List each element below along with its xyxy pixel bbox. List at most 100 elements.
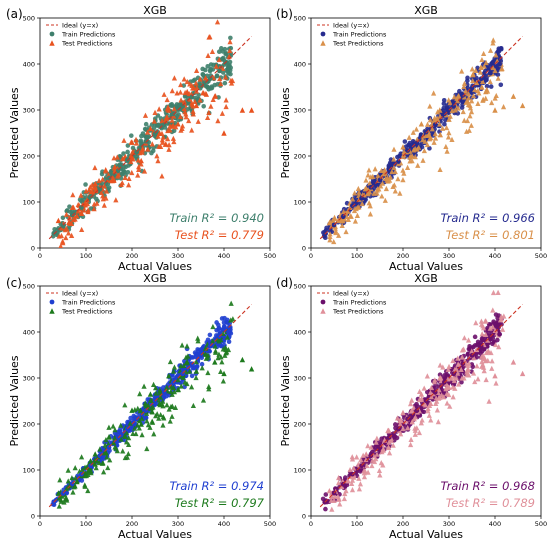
test-point xyxy=(416,144,422,150)
test-point xyxy=(351,474,357,480)
test-point xyxy=(218,354,224,360)
test-point xyxy=(425,405,431,411)
train-point xyxy=(115,168,121,174)
test-point xyxy=(427,400,434,406)
test-point xyxy=(429,126,435,132)
train-point xyxy=(488,70,493,76)
test-point xyxy=(487,78,493,85)
train-point xyxy=(150,148,156,154)
test-point xyxy=(193,359,199,365)
test-point xyxy=(446,391,452,398)
chart-panel-4: (d) XGB 0 100 200 300 400 500 0 100 200 300 400 500 Ac… xyxy=(276,272,547,541)
test-point xyxy=(481,50,487,57)
test-point xyxy=(181,99,187,105)
test-point xyxy=(218,368,224,374)
test-point xyxy=(86,186,92,193)
test-point xyxy=(205,352,211,358)
test-point xyxy=(391,156,397,162)
test-point xyxy=(137,407,143,413)
test-point xyxy=(360,191,366,198)
test-point xyxy=(339,222,345,229)
test-point xyxy=(206,109,212,115)
train-point xyxy=(460,92,466,98)
test-point xyxy=(358,457,364,463)
legend-test-label: Test Predictions xyxy=(61,40,113,48)
train-point xyxy=(442,111,447,117)
test-point xyxy=(60,240,66,246)
train-point xyxy=(432,122,438,128)
test-point xyxy=(381,171,387,177)
test-point xyxy=(115,171,122,177)
test-point xyxy=(421,385,427,391)
test-point xyxy=(92,164,98,171)
test-point xyxy=(156,106,162,112)
test-point xyxy=(89,188,95,195)
train-point xyxy=(198,347,203,352)
test-point xyxy=(437,131,443,137)
test-point xyxy=(352,218,359,224)
train-point xyxy=(214,320,219,325)
test-point xyxy=(367,180,373,186)
train-point xyxy=(488,336,493,342)
train-point xyxy=(405,148,410,153)
y-tick-label: 0 xyxy=(31,244,35,252)
test-point xyxy=(195,118,201,124)
test-point xyxy=(466,360,472,366)
train-point xyxy=(193,351,199,357)
test-point xyxy=(200,397,207,403)
test-point xyxy=(122,433,129,439)
train-point xyxy=(457,88,462,94)
test-point xyxy=(475,376,481,382)
test-point xyxy=(155,158,161,164)
test-point xyxy=(70,192,76,198)
legend-train-swatch xyxy=(320,31,326,37)
legend-train-swatch xyxy=(320,299,326,305)
test-point xyxy=(142,112,149,118)
test-point xyxy=(171,75,178,81)
train-point xyxy=(386,166,392,172)
test-point xyxy=(215,118,221,124)
test-point xyxy=(125,182,132,188)
y-axis-label: Predicted Values xyxy=(8,355,21,446)
test-point xyxy=(71,484,77,490)
test-point xyxy=(493,380,499,386)
test-point xyxy=(446,116,452,122)
test-point xyxy=(136,166,142,172)
train-point xyxy=(483,77,489,83)
train-point xyxy=(443,117,448,123)
test-point xyxy=(112,444,118,450)
x-tick-label: 100 xyxy=(351,252,363,260)
test-point xyxy=(492,373,498,379)
train-point xyxy=(444,108,450,113)
train-point xyxy=(185,364,191,370)
train-point xyxy=(67,204,72,209)
test-point xyxy=(428,394,434,400)
test-point xyxy=(398,160,404,166)
test-point xyxy=(489,365,495,371)
train-point xyxy=(118,176,124,181)
test-point xyxy=(427,117,433,123)
train-point xyxy=(442,121,447,127)
test-point xyxy=(130,148,136,154)
test-point xyxy=(419,417,425,423)
x-tick-label: 0 xyxy=(309,252,313,260)
test-point xyxy=(112,434,118,441)
test-point xyxy=(331,497,337,504)
test-point xyxy=(127,420,133,426)
train-point xyxy=(472,334,478,340)
x-tick-label: 100 xyxy=(80,520,92,528)
train-point xyxy=(216,325,222,331)
test-point xyxy=(170,368,177,374)
test-point xyxy=(145,146,151,152)
test-point xyxy=(112,427,118,433)
test-point xyxy=(466,372,472,378)
test-point xyxy=(103,188,110,194)
test-point xyxy=(357,481,364,487)
train-point xyxy=(69,212,75,218)
plot-area xyxy=(319,36,526,245)
test-point xyxy=(459,354,465,360)
test-point xyxy=(138,421,144,427)
test-point xyxy=(342,490,348,497)
test-point xyxy=(353,205,359,212)
train-point xyxy=(227,59,233,65)
